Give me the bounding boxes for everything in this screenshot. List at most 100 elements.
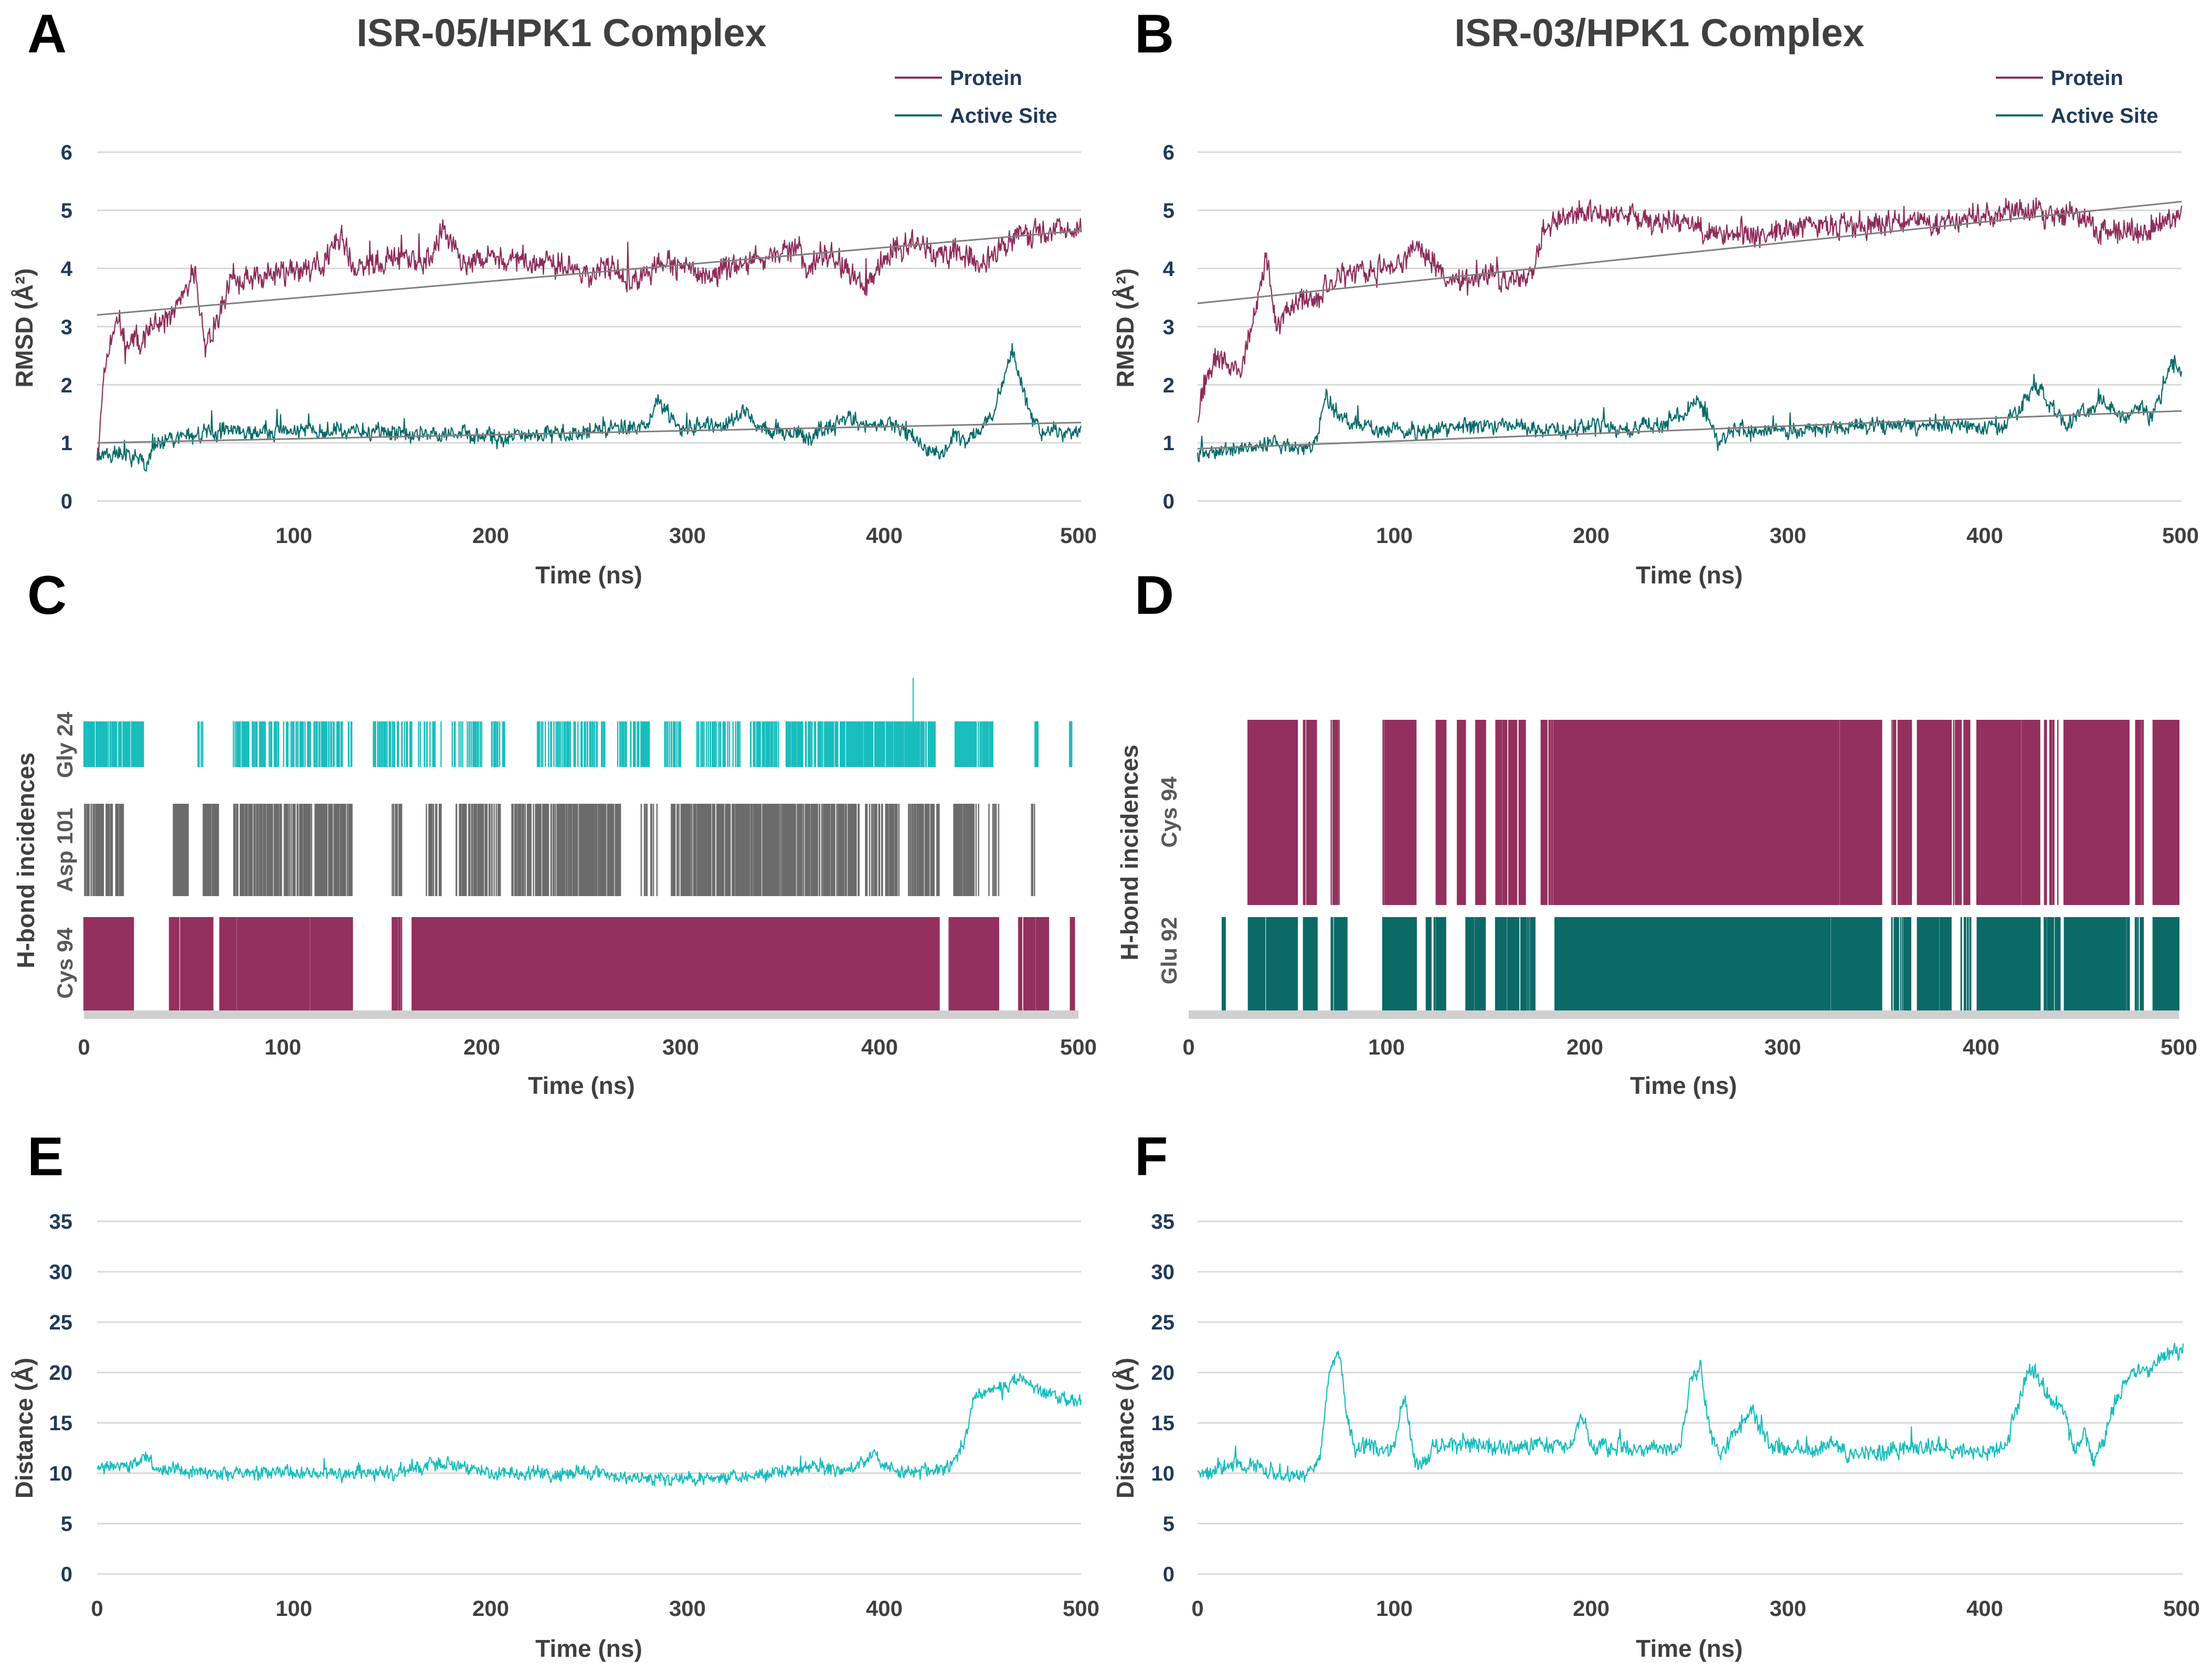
y-tick-labels-A: 0 1 2 3 4 5 6 <box>61 141 73 513</box>
x-tick-400: 400 <box>866 1596 903 1621</box>
y-tick-labels-E: 0 5 10 15 20 25 30 35 <box>49 1210 73 1586</box>
x-tick-labels-B: 100 200 300 400 500 <box>1376 523 2199 548</box>
x-tick-500: 500 <box>2163 1596 2200 1621</box>
x-tick-300: 300 <box>1764 1035 1801 1059</box>
y-tick-labels-F: 0 5 10 15 20 25 30 35 <box>1151 1210 1175 1586</box>
panel-F-distance: F 0 5 10 15 20 25 30 35 0 100 200 300 40… <box>1112 1126 2200 1662</box>
x-tick-0: 0 <box>78 1035 90 1059</box>
x-tick-200: 200 <box>472 1596 509 1621</box>
plot-area-F <box>1197 1220 2184 1575</box>
y-tick-6: 6 <box>1163 141 1174 164</box>
panel-letter-E: E <box>27 1126 63 1187</box>
hbond-events-glu-92 <box>1222 917 2179 1010</box>
series-line-distance <box>97 1373 1082 1487</box>
panel-B-rmsd: B ISR-03/HPK1 Complex Protein Active Sit… <box>1112 4 2199 589</box>
x-tick-labels-F: 0 100 200 300 400 500 <box>1191 1596 2200 1621</box>
series-line-distance <box>1197 1343 2184 1483</box>
y-tick-2: 2 <box>61 374 72 397</box>
y-tick-1: 1 <box>1163 432 1174 455</box>
hbond-events-gly-24 <box>83 721 1073 767</box>
trendline-protein-trend <box>1197 200 2182 304</box>
row-label-cys94: Cys 94 <box>1157 776 1181 848</box>
y-tick-25: 25 <box>1151 1311 1175 1334</box>
row-label-asp101: Asp 101 <box>52 807 77 892</box>
y-tick-0: 0 <box>1163 490 1174 513</box>
x-tick-labels-E: 0 100 200 300 400 500 <box>91 1596 1099 1621</box>
time-baseline-D <box>1189 1010 2179 1019</box>
raster-row-cys94 <box>1247 720 2179 905</box>
y-tick-2: 2 <box>1163 374 1174 397</box>
y-tick-15: 15 <box>49 1412 73 1435</box>
trendline-protein-trend <box>97 230 1082 316</box>
x-tick-400: 400 <box>1963 1035 1999 1059</box>
y-tick-35: 35 <box>49 1210 73 1233</box>
chart-title-A: ISR-05/HPK1 Complex <box>356 11 766 55</box>
panel-letter-F: F <box>1135 1126 1168 1187</box>
y-tick-30: 30 <box>1151 1261 1175 1284</box>
panel-A-rmsd: A ISR-05/HPK1 Complex Protein Active Sit… <box>10 4 1097 589</box>
raster-area-C <box>83 721 1075 1010</box>
x-axis-label-E: Time (ns) <box>535 1635 642 1662</box>
y-axis-label-A: RMSD (Å²) <box>10 268 38 387</box>
x-tick-500: 500 <box>1063 1596 1099 1621</box>
panel-C-hbond: C Gly 24 Asp 101 Cys 94 H-bond incidence… <box>12 565 1097 1099</box>
y-tick-4: 4 <box>1163 258 1175 281</box>
x-tick-300: 300 <box>1770 523 1806 548</box>
y-axis-label-F: Distance (Å) <box>1112 1358 1139 1498</box>
x-axis-label-F: Time (ns) <box>1636 1635 1743 1662</box>
x-tick-0: 0 <box>1191 1596 1203 1621</box>
x-tick-0: 0 <box>1182 1035 1194 1059</box>
y-tick-30: 30 <box>49 1261 73 1284</box>
x-tick-200: 200 <box>472 523 509 548</box>
x-tick-100: 100 <box>276 523 312 548</box>
y-tick-5: 5 <box>61 1513 72 1536</box>
x-tick-100: 100 <box>1376 1596 1413 1621</box>
series-line-active-site <box>96 343 1082 472</box>
trendline-active-site-trend <box>97 421 1082 444</box>
y-tick-35: 35 <box>1151 1210 1175 1233</box>
y-tick-labels-B: 0 1 2 3 4 5 6 <box>1163 141 1175 513</box>
x-tick-500: 500 <box>2161 1035 2197 1059</box>
time-baseline-C <box>84 1010 1078 1019</box>
row-label-glu92: Glu 92 <box>1157 917 1181 984</box>
legend-A: Protein Active Site <box>895 67 1057 127</box>
plot-area-A <box>96 151 1082 502</box>
x-tick-200: 200 <box>1567 1035 1603 1059</box>
y-tick-25: 25 <box>49 1311 73 1334</box>
row-label-cys94: Cys 94 <box>52 928 77 999</box>
x-tick-labels-A: 100 200 300 400 500 <box>276 523 1097 548</box>
raster-row-asp101 <box>84 804 1035 896</box>
legend-label-protein: Protein <box>2051 67 2123 90</box>
series-line-protein <box>1197 197 2183 423</box>
hbond-events-cys-94 <box>83 917 1075 1010</box>
x-tick-500: 500 <box>1060 1035 1097 1059</box>
chart-title-B: ISR-03/HPK1 Complex <box>1454 11 1864 55</box>
x-tick-200: 200 <box>1573 523 1610 548</box>
y-tick-3: 3 <box>61 316 72 339</box>
y-tick-0: 0 <box>1163 1563 1174 1586</box>
x-axis-label-C: Time (ns) <box>528 1072 635 1099</box>
raster-row-glu92 <box>1222 917 2179 1010</box>
x-tick-labels-C: 0 100 200 300 400 500 <box>78 1035 1097 1059</box>
y-tick-3: 3 <box>1163 316 1174 339</box>
plot-area-B <box>1197 151 2183 502</box>
plot-area-E <box>97 1220 1082 1575</box>
panel-letter-B: B <box>1135 4 1174 65</box>
y-tick-4: 4 <box>61 258 73 281</box>
y-tick-10: 10 <box>49 1462 73 1485</box>
panel-letter-D: D <box>1135 565 1174 626</box>
y-axis-label-C: H-bond incidences <box>12 752 39 968</box>
x-axis-label-A: Time (ns) <box>535 561 642 589</box>
x-tick-400: 400 <box>861 1035 898 1059</box>
y-tick-5: 5 <box>1163 199 1174 222</box>
panel-letter-C: C <box>27 565 67 626</box>
y-tick-15: 15 <box>1151 1412 1175 1435</box>
panel-letter-A: A <box>27 4 67 65</box>
raster-row-gly24 <box>83 721 1073 767</box>
x-axis-label-B: Time (ns) <box>1636 561 1743 589</box>
y-tick-1: 1 <box>61 432 72 455</box>
x-tick-400: 400 <box>866 523 903 548</box>
x-tick-200: 200 <box>1573 1596 1610 1621</box>
panel-E-distance: E 0 5 10 15 20 25 30 35 0 100 200 300 40… <box>10 1126 1099 1662</box>
x-tick-100: 100 <box>264 1035 301 1059</box>
